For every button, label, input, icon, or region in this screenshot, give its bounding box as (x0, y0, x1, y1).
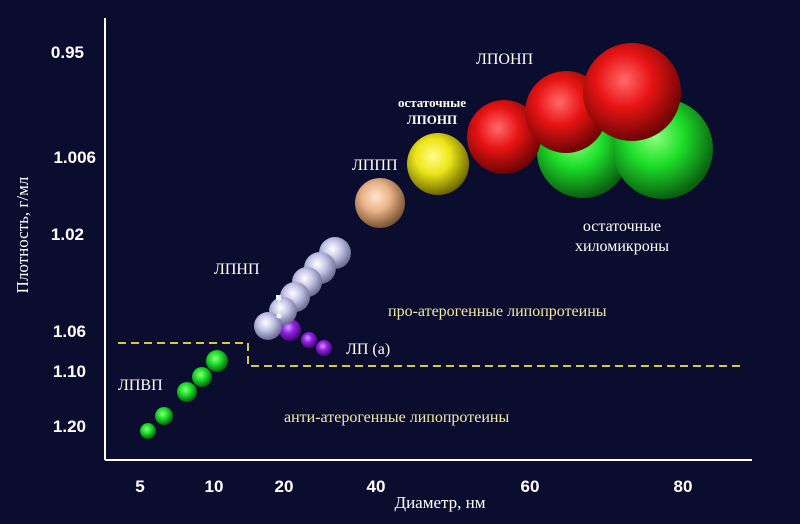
atherogenic-boundary-line (118, 342, 740, 367)
lpa-label: ЛП (a) (346, 341, 390, 358)
hdl-series (140, 350, 228, 439)
vldl-particle (583, 43, 681, 141)
x-tick-label: 20 (275, 477, 294, 496)
x-tick-label: 40 (367, 477, 386, 496)
ldl-marker (276, 295, 281, 300)
idl-label: ЛППП (352, 157, 398, 174)
hdl-particle (192, 367, 212, 387)
x-tick-label: 5 (135, 477, 144, 496)
vldl-series (467, 43, 681, 174)
y-axis-title: Плотность, г/мл (13, 176, 32, 293)
remnant-chylomicron-label-line1: остаточные (583, 218, 661, 235)
remnant-vldl-label-line2: ЛПОНП (407, 112, 457, 127)
ldl-label: ЛПНП (214, 261, 260, 278)
y-tick-label: 1.10 (53, 362, 86, 381)
remnant-vldl-label-line1: остаточные (398, 95, 466, 110)
x-axis-title: Диаметр, нм (394, 493, 485, 512)
ldl-particle (254, 312, 282, 340)
lpa-particle (316, 340, 332, 356)
x-tick-label: 80 (674, 477, 693, 496)
y-tick-label: 1.006 (53, 148, 96, 167)
vldl-label: ЛПОНП (476, 51, 534, 68)
lpa-particle (301, 332, 317, 348)
lpa-series (279, 319, 332, 356)
y-tick-label: 0.95 (51, 43, 84, 62)
x-tick-label: 60 (521, 477, 540, 496)
pro-atherogenic-label: про-атерогенные липопротеины (388, 303, 607, 320)
hdl-particle (140, 423, 156, 439)
y-tick-label: 1.06 (53, 322, 86, 341)
ldl-marker (276, 313, 282, 319)
vldl-particle (467, 100, 541, 174)
x-tick-label: 10 (205, 477, 224, 496)
ldl-series (254, 237, 351, 340)
remnant-vldl-particle (407, 133, 469, 195)
remnant-vldl-series (407, 133, 469, 195)
y-tick-label: 1.02 (51, 225, 84, 244)
hdl-particle (206, 350, 228, 372)
remnant-chylomicron-label-line2: хиломикроны (575, 238, 669, 255)
y-tick-label: 1.20 (53, 417, 86, 436)
idl-particle (355, 178, 405, 228)
hdl-particle (155, 407, 173, 425)
anti-atherogenic-label: анти-атерогенные липопротеины (284, 409, 509, 426)
hdl-particle (177, 382, 197, 402)
idl-series (355, 178, 405, 228)
hdl-label: ЛПВП (118, 377, 163, 394)
